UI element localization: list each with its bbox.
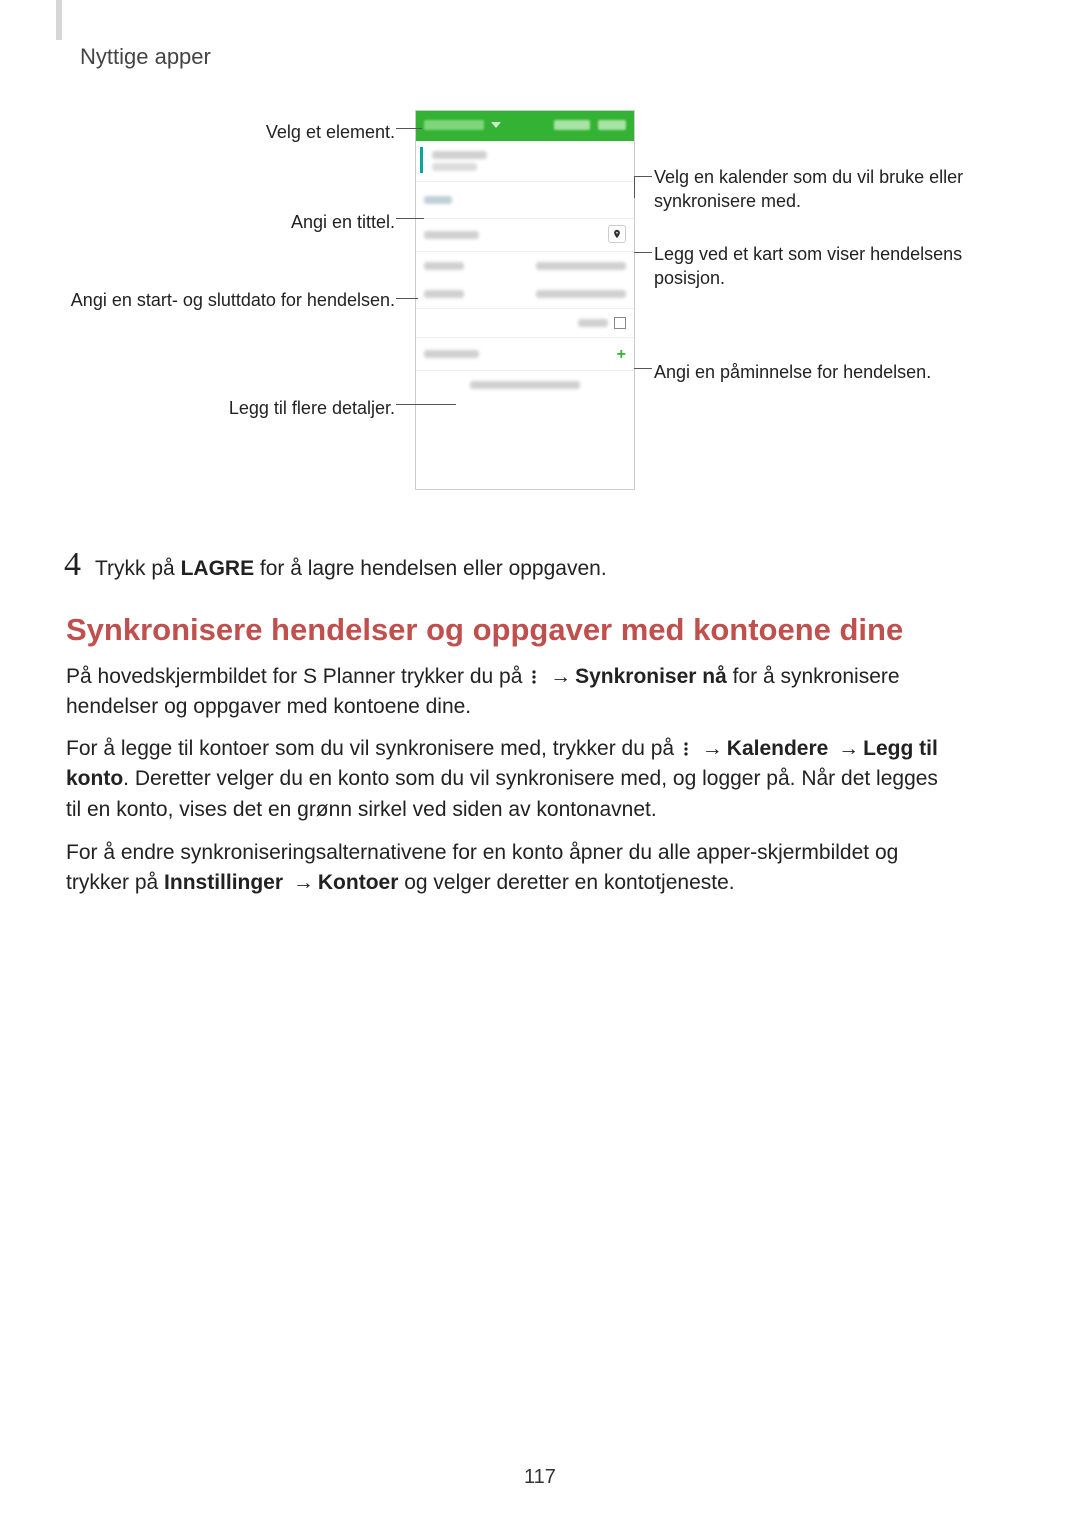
callout-attach-map: Legg ved et kart som viser hendelsens po…	[654, 242, 1004, 291]
callout-select-calendar: Velg en kalender som du vil bruke eller …	[654, 165, 1004, 214]
bold-text: Synkroniser nå	[575, 665, 727, 688]
chevron-down-icon	[491, 122, 501, 128]
lead-line	[396, 128, 422, 129]
callout-more-details: Legg til flere detaljer.	[60, 396, 395, 420]
callout-select-element: Velg et element.	[60, 120, 395, 144]
lead-line	[634, 176, 652, 177]
text: og velger deretter en kontotjeneste.	[398, 871, 734, 894]
paragraph-1: På hovedskjermbildet for S Planner trykk…	[66, 662, 946, 723]
paragraph-3: For å endre synkroniseringsalternativene…	[66, 838, 946, 899]
lead-line	[634, 252, 652, 253]
phone-mockup: +	[415, 110, 635, 490]
arrow: →	[289, 871, 318, 894]
allday-row[interactable]	[416, 309, 634, 338]
add-reminder-icon[interactable]: +	[617, 346, 626, 364]
bold-text: Kontoer	[318, 871, 399, 894]
text: . Deretter velger du en konto som du vil…	[66, 767, 938, 820]
more-details-row[interactable]	[416, 371, 634, 399]
lead-line	[396, 218, 424, 219]
page-number: 117	[0, 1466, 1080, 1489]
title-input[interactable]	[416, 182, 634, 219]
allday-checkbox[interactable]	[614, 317, 626, 329]
arrow: →	[546, 665, 575, 688]
location-input[interactable]	[416, 219, 634, 252]
calendar-color-bar	[420, 147, 423, 173]
phone-topbar	[416, 111, 634, 141]
callout-start-end: Angi en start- og sluttdato for hendelse…	[60, 288, 395, 312]
callout-reminder: Angi en påminnelse for hendelsen.	[654, 360, 1004, 384]
callout-enter-title: Angi en tittel.	[60, 210, 395, 234]
paragraph-2: For å legge til kontoer som du vil synkr…	[66, 734, 946, 825]
text: Trykk på	[95, 557, 181, 580]
text: For å legge til kontoer som du vil synkr…	[66, 737, 680, 760]
step-4: 4 Trykk på LAGRE for å lagre hendelsen e…	[64, 546, 964, 584]
reminder-row[interactable]: +	[416, 338, 634, 371]
bold-text: LAGRE	[181, 557, 255, 580]
datetime-block[interactable]	[416, 252, 634, 309]
bold-text: Innstillinger	[164, 871, 283, 894]
lead-line	[396, 404, 456, 405]
lead-line	[634, 176, 635, 198]
more-icon	[528, 664, 540, 680]
lead-line	[634, 368, 652, 369]
text: for å lagre hendelsen eller oppgaven.	[254, 557, 607, 580]
add-event-dropdown[interactable]	[424, 120, 484, 130]
more-icon	[680, 736, 692, 752]
bold-text: Kalendere	[727, 737, 829, 760]
cancel-button[interactable]	[554, 120, 590, 130]
save-button[interactable]	[598, 120, 626, 130]
text: På hovedskjermbildet for S Planner trykk…	[66, 665, 528, 688]
map-pin-icon[interactable]	[608, 225, 626, 243]
arrow: →	[698, 737, 727, 760]
figure-area: + Velg et element. Angi en tittel. Angi …	[60, 110, 1020, 520]
arrow: →	[834, 737, 863, 760]
step-number: 4	[64, 546, 81, 584]
step-text: Trykk på LAGRE for å lagre hendelsen ell…	[95, 557, 607, 581]
header-rule	[56, 0, 62, 40]
page-header: Nyttige apper	[80, 44, 211, 70]
section-heading: Synkronisere hendelser og oppgaver med k…	[66, 612, 903, 648]
calendar-selector[interactable]	[416, 141, 634, 182]
lead-line	[396, 298, 418, 299]
